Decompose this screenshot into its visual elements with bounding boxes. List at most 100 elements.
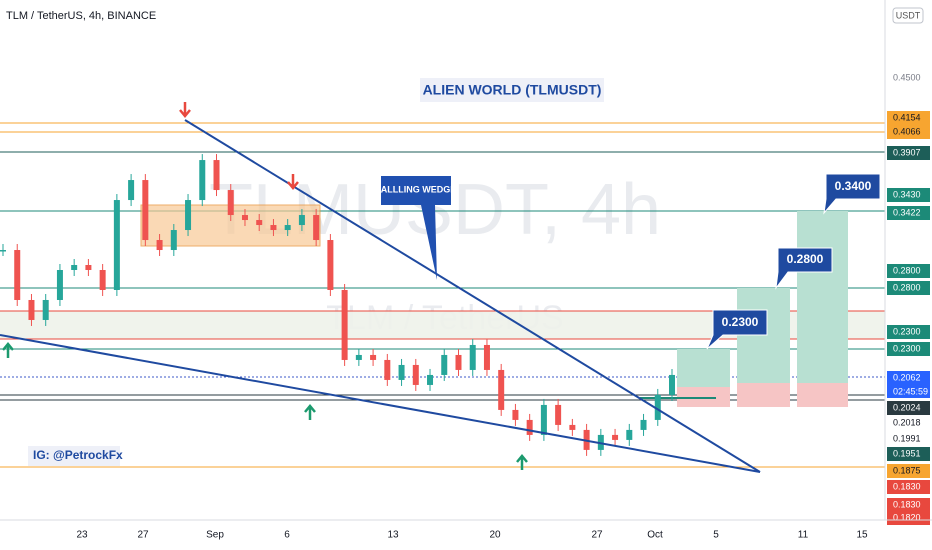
- price-label-bg: [887, 480, 930, 494]
- title-box: [420, 78, 604, 102]
- price-label-bg: [887, 264, 930, 278]
- time-label: 11: [798, 530, 809, 541]
- price-label: 0.2024: [893, 402, 921, 412]
- pattern-label: FALLLING WEDGE: [376, 184, 457, 194]
- target-zone: [797, 211, 848, 383]
- candle-body: [384, 359, 391, 380]
- candle-body: [199, 160, 206, 201]
- candle-body: [284, 225, 291, 231]
- candle-body: [313, 215, 320, 241]
- arrow-up: [304, 404, 316, 420]
- stop-zone: [797, 383, 848, 407]
- arrow-down: [287, 174, 299, 190]
- title: ALIEN WORLD (TLMUSDT): [423, 82, 602, 98]
- price-label: 0.4154: [893, 112, 921, 122]
- candle-body: [427, 374, 434, 385]
- stop-zone: [737, 383, 790, 407]
- price-label: 0.2062: [893, 372, 921, 382]
- candle-body: [256, 220, 263, 226]
- pattern-callout: [381, 176, 451, 280]
- price-label: 0.2300: [893, 326, 921, 336]
- candle-body: [640, 419, 647, 430]
- candle-body: [512, 409, 519, 420]
- price-label-bg: [887, 498, 930, 512]
- candle-body: [612, 434, 619, 440]
- currency[interactable]: USDT: [896, 10, 921, 20]
- time-label: 13: [387, 530, 399, 541]
- time-labels: 23 27 Sep 6 13 20 27 Oct 5 11 15: [76, 530, 868, 541]
- price-label: 0.4066: [893, 126, 921, 136]
- time-label: Sep: [206, 530, 224, 541]
- candle-body: [398, 364, 405, 380]
- price-label-bg: [887, 146, 930, 160]
- target-label: 0.2300: [722, 315, 759, 329]
- candle-body: [14, 250, 21, 300]
- symbol-header: TLM / TetherUS, 4h, BINANCE: [6, 10, 156, 22]
- target-zone: [677, 349, 730, 387]
- candle-body: [327, 240, 334, 290]
- time-label: 20: [489, 530, 501, 541]
- countdown-bg: [887, 385, 930, 398]
- candle-body: [341, 289, 348, 360]
- candle-body: [142, 180, 149, 241]
- candle-body: [526, 419, 533, 435]
- candle-body: [71, 265, 78, 271]
- time-label: Oct: [647, 530, 663, 541]
- credit: IG: @PetrockFx: [33, 448, 123, 462]
- candle-body: [113, 200, 120, 290]
- trendline: [0, 334, 761, 473]
- price-label: 0.2018: [893, 417, 921, 427]
- arrows: [2, 102, 528, 470]
- targets: [640, 211, 848, 407]
- candle-body: [85, 265, 92, 271]
- price-label: 0.3907: [893, 147, 921, 157]
- price-label: 0.3430: [893, 189, 921, 199]
- candle-body: [99, 270, 106, 290]
- price-label: 0.2300: [893, 343, 921, 353]
- price-label-bg: [887, 464, 930, 478]
- target-label: 0.2800: [787, 252, 824, 266]
- candle-body: [626, 429, 633, 440]
- price-label: 0.1830: [893, 499, 921, 509]
- price-label-bg: [887, 511, 930, 525]
- candle-body: [170, 230, 177, 251]
- price-label: 0.1820: [893, 512, 921, 522]
- candle-body: [42, 299, 49, 320]
- arrow-up: [2, 342, 14, 358]
- time-label: 15: [856, 530, 868, 541]
- target-tag: [823, 173, 881, 215]
- target-tags: 0.3400 0.2800 0.2300: [706, 173, 881, 350]
- candle-body: [213, 160, 220, 191]
- credit-box: [28, 446, 120, 466]
- candle-body: [156, 240, 163, 251]
- price-label-bg: [887, 447, 930, 461]
- price-label-bg: [887, 342, 930, 356]
- candle-body: [298, 215, 305, 226]
- candle-body: [498, 369, 505, 410]
- candle-body: [540, 404, 547, 435]
- countdown: 02:45:59: [893, 386, 928, 396]
- candle-body: [0, 250, 6, 252]
- price-label-bg: [887, 371, 930, 385]
- price-label: 0.2800: [893, 282, 921, 292]
- candle-body: [128, 180, 135, 201]
- candle-body: [569, 424, 576, 430]
- candle-body: [270, 225, 277, 231]
- price-label: 0.1991: [893, 433, 921, 443]
- time-label: 27: [591, 530, 603, 541]
- candles: [0, 154, 675, 456]
- time-label: 6: [284, 530, 290, 541]
- price-label-bg: [887, 188, 930, 202]
- price-labels: 0.4500 0.4154 0.4066 0.3907 0.3430 0.3422 0.28…: [887, 72, 930, 525]
- price-label: 0.1951: [893, 448, 921, 458]
- price-label-bg: [887, 401, 930, 415]
- currency-button[interactable]: [892, 7, 924, 24]
- candle-body: [227, 190, 234, 216]
- candle-body: [654, 394, 661, 420]
- candle-body: [56, 270, 63, 300]
- candle-body: [669, 374, 675, 395]
- price-label-bg: [887, 125, 930, 139]
- arrow-down: [179, 102, 191, 118]
- candle-body: [241, 215, 248, 221]
- candle-body: [483, 344, 490, 370]
